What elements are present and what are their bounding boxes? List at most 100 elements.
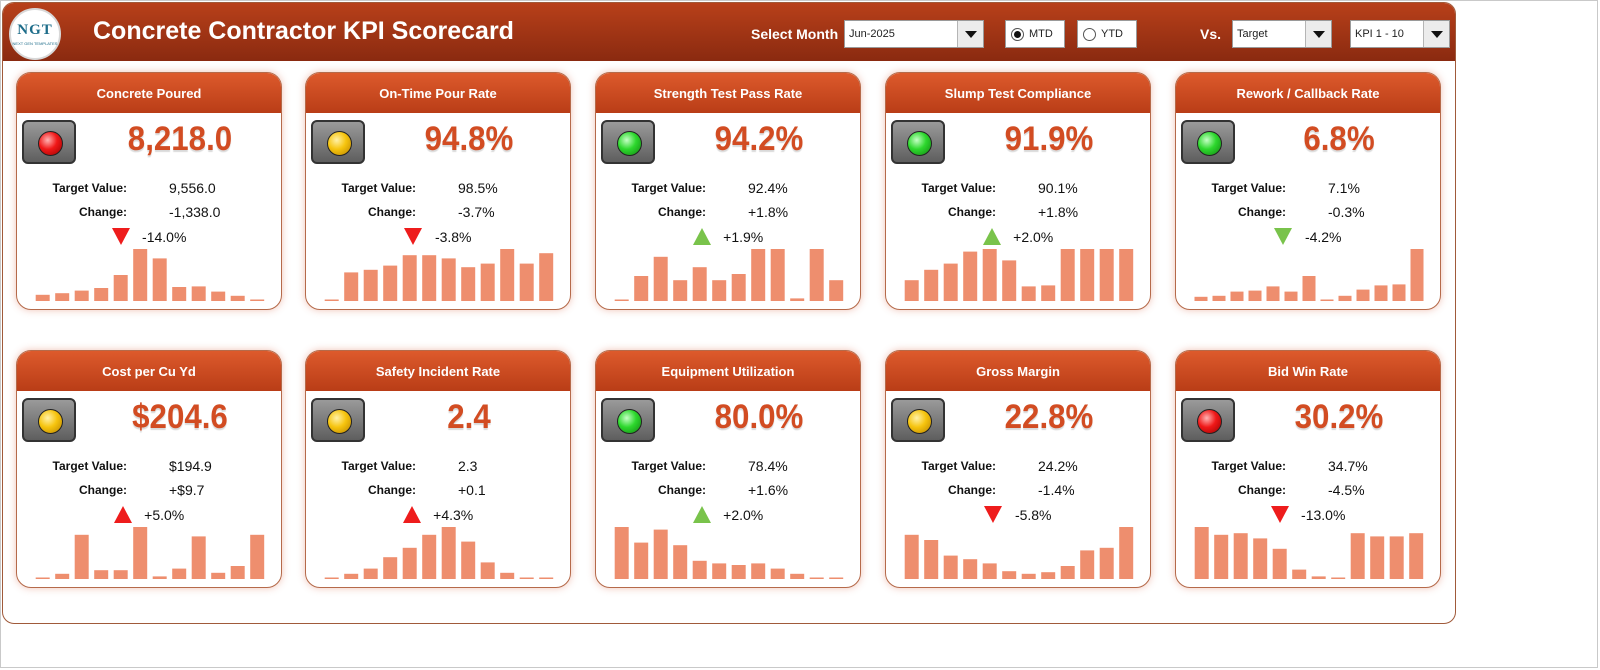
trend-bar (904, 280, 919, 301)
target-value: 98.5% (458, 180, 498, 196)
status-light-box (311, 398, 365, 442)
target-value: 34.7% (1328, 458, 1368, 474)
month-dropdown[interactable]: Jun-2025 (844, 20, 984, 48)
trend-bar-chart (35, 527, 265, 579)
trend-bar (152, 576, 167, 579)
vs-dropdown[interactable]: Target (1232, 20, 1332, 48)
trend-bar (692, 267, 707, 301)
status-light-icon (38, 131, 63, 156)
trend-bar (402, 547, 417, 579)
trend-bar (1119, 249, 1134, 301)
target-value-label: Target Value: (341, 181, 416, 195)
kpi-title: Cost per Cu Yd (102, 364, 196, 379)
trend-bar (1194, 527, 1209, 579)
trend-bar (809, 577, 824, 579)
status-light-icon (327, 409, 352, 434)
target-value: 2.3 (458, 458, 478, 474)
trend-bar (172, 287, 187, 301)
trend-bar (344, 272, 359, 301)
trend-bar-chart (904, 249, 1134, 301)
status-light-icon (617, 131, 642, 156)
trend-bar (113, 570, 128, 579)
month-dropdown-value: Jun-2025 (849, 28, 895, 40)
kpi-value: 2.4 (447, 398, 491, 436)
trend-bar (230, 295, 245, 301)
change-value: -1.4% (1038, 482, 1075, 498)
trend-bar (924, 540, 939, 579)
trend-bar (614, 299, 629, 301)
trend-bar (1002, 260, 1017, 301)
target-value-label: Target Value: (921, 459, 996, 473)
trend-bar (829, 280, 844, 301)
kpi-card-header: Strength Test Pass Rate (596, 73, 860, 113)
kpi-card-header: Rework / Callback Rate (1176, 73, 1440, 113)
status-light-box (1181, 120, 1235, 164)
kpi-value: 80.0% (714, 398, 804, 436)
chevron-down-icon[interactable] (957, 21, 983, 47)
trend-bar (1060, 566, 1075, 579)
trend-bar (480, 263, 495, 301)
target-value-label: Target Value: (52, 459, 127, 473)
kpi-title: Rework / Callback Rate (1236, 86, 1380, 101)
vs-dropdown-value: Target (1237, 28, 1268, 40)
status-light-box (311, 120, 365, 164)
trend-bar (55, 573, 70, 579)
trend-bar (344, 573, 359, 579)
trend-bar (1350, 533, 1365, 579)
chevron-down-icon[interactable] (1305, 21, 1331, 47)
trend-bar (751, 249, 766, 301)
kpi-card-2: On-Time Pour Rate 94.8% Target Value: 98… (305, 72, 571, 310)
trend-bar-chart (614, 527, 844, 579)
kpi-value: 30.2% (1294, 398, 1384, 436)
kpi-title: Equipment Utilization (661, 364, 795, 379)
trend-bar (653, 256, 668, 301)
trend-bar (211, 291, 226, 301)
trend-bar (1080, 550, 1095, 579)
change-percent: +1.9% (723, 228, 764, 245)
trend-bar (1253, 538, 1268, 579)
change-label: Change: (658, 483, 706, 497)
status-light-box (891, 120, 945, 164)
chevron-down-icon[interactable] (1423, 21, 1449, 47)
dashboard: NGT NEXT GEN TEMPLATES Concrete Contract… (2, 2, 1456, 624)
trend-bar (1080, 249, 1095, 301)
mtd-radio[interactable]: MTD (1005, 20, 1065, 48)
kpi-card-header: Cost per Cu Yd (17, 351, 281, 391)
trend-bar (519, 263, 534, 301)
trend-arrow-icon (982, 228, 1001, 246)
trend-bar (1233, 533, 1248, 579)
target-value: 24.2% (1038, 458, 1078, 474)
trend-bar (230, 566, 245, 579)
kpi-card-header: Slump Test Compliance (886, 73, 1150, 113)
target-value-label: Target Value: (631, 181, 706, 195)
logo-text: NGT (17, 22, 53, 38)
kpi-value: $204.6 (132, 398, 228, 436)
status-light-box (22, 398, 76, 442)
trend-bar (422, 255, 437, 301)
change-percent: +4.3% (433, 506, 474, 523)
kpi-card-8: Equipment Utilization 80.0% Target Value… (595, 350, 861, 588)
ytd-radio[interactable]: YTD (1077, 20, 1137, 48)
trend-bar (461, 541, 476, 579)
kpi-card-1: Concrete Poured 8,218.0 Target Value: 9,… (16, 72, 282, 310)
trend-bar (829, 577, 844, 579)
change-value: +0.1 (458, 482, 486, 498)
mtd-radio-label: MTD (1029, 28, 1053, 40)
trend-bar (1292, 569, 1307, 579)
change-percent-row: +1.9% (596, 228, 860, 250)
kpi-card-header: Equipment Utilization (596, 351, 860, 391)
trend-arrow-icon (404, 228, 423, 246)
kpi-range-dropdown[interactable]: KPI 1 - 10 (1350, 20, 1450, 48)
vs-label: Vs. (1200, 26, 1222, 42)
change-label: Change: (658, 205, 706, 219)
trend-bar (402, 255, 417, 301)
target-value: 7.1% (1328, 180, 1360, 196)
trend-bar (35, 294, 50, 301)
trend-bar (770, 568, 785, 579)
change-percent-row: -14.0% (17, 228, 281, 250)
trend-bar (441, 527, 456, 579)
radio-selected-icon[interactable] (1011, 28, 1024, 41)
kpi-title: Strength Test Pass Rate (653, 86, 803, 101)
radio-unselected-icon[interactable] (1083, 28, 1096, 41)
change-percent: +5.0% (144, 506, 185, 523)
